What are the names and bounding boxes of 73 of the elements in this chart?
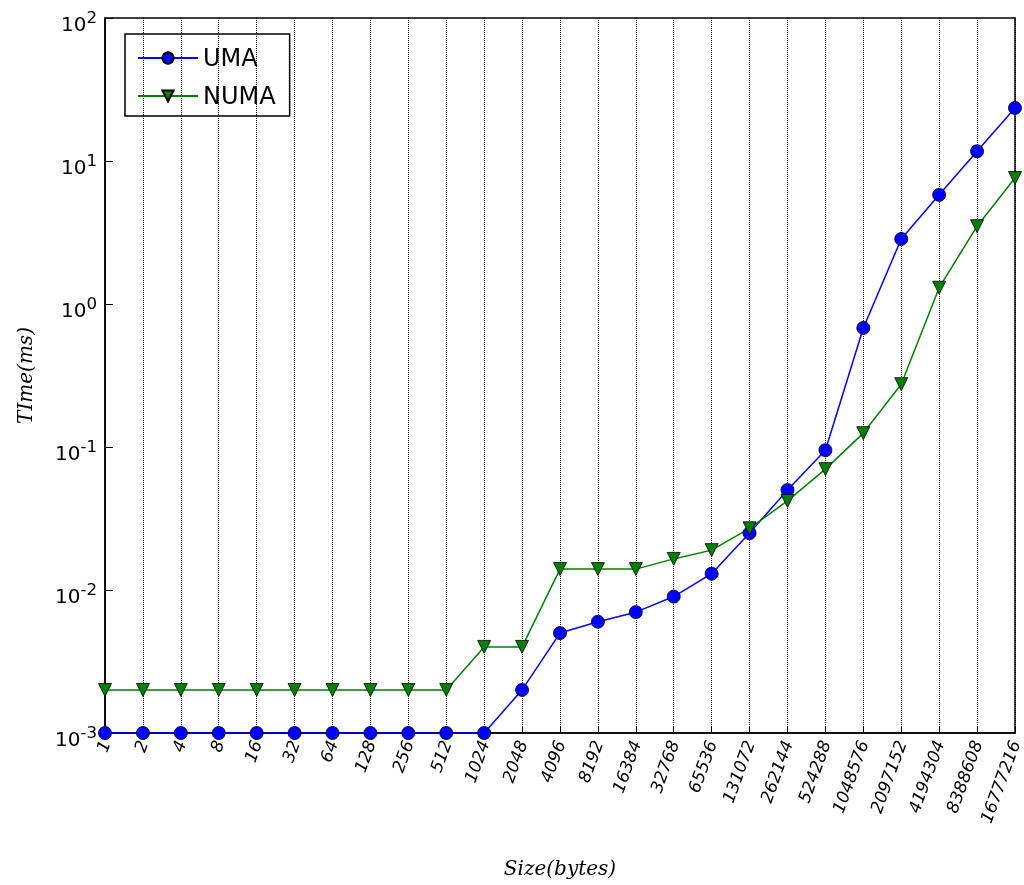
point <box>970 219 984 234</box>
x-tick-label: 32768 <box>645 737 684 796</box>
point <box>325 726 340 740</box>
x-tick-label: 16 <box>239 737 267 765</box>
point <box>856 321 871 335</box>
x-tick-label: 64 <box>315 737 342 765</box>
point <box>363 726 378 740</box>
y-axis-title: TIme(ms) <box>13 327 37 424</box>
point <box>136 726 150 740</box>
point <box>98 726 112 740</box>
x-tick-label: 8192 <box>573 737 608 786</box>
point <box>932 187 947 202</box>
point <box>363 683 378 697</box>
x-tick-label: 2048 <box>497 737 532 786</box>
point <box>894 377 909 392</box>
point <box>98 683 112 697</box>
point <box>780 493 795 508</box>
point <box>704 543 719 558</box>
point <box>970 144 984 159</box>
y-tick-label: 10$^{2}$ <box>60 7 97 37</box>
y-tick-label: 10$^{-1}$ <box>54 436 97 466</box>
y-tick-label: 10$^{0}$ <box>60 293 97 323</box>
legend-label: UMA <box>203 44 259 72</box>
point <box>1008 171 1022 185</box>
point <box>401 726 416 740</box>
point <box>856 426 871 441</box>
point <box>249 683 264 697</box>
point <box>477 726 492 740</box>
point <box>591 614 605 629</box>
x-axis-title: Size(bytes) <box>503 856 617 880</box>
point <box>173 683 188 697</box>
x-tick-label: 65536 <box>683 737 722 796</box>
x-tick-label: 8 <box>205 737 229 755</box>
point <box>211 726 226 740</box>
point <box>287 683 302 697</box>
point <box>591 562 605 576</box>
point <box>439 726 454 740</box>
point <box>894 232 909 246</box>
point <box>553 626 567 640</box>
point <box>136 683 150 697</box>
point <box>249 726 264 740</box>
point <box>287 726 302 740</box>
x-tick-label: 4 <box>167 737 191 755</box>
point <box>515 683 529 697</box>
x-tick-label: 1024 <box>459 737 494 786</box>
point <box>211 683 226 697</box>
point <box>439 683 454 697</box>
x-tick-label: 16384 <box>607 737 646 796</box>
point <box>628 605 643 620</box>
x-tick-label: 2 <box>129 737 153 755</box>
y-tick-label: 10$^{1}$ <box>60 150 97 180</box>
point <box>325 683 340 697</box>
x-tick-label: 4096 <box>535 737 570 786</box>
point <box>818 443 833 458</box>
point <box>704 566 719 581</box>
point <box>553 562 567 576</box>
point <box>628 562 643 576</box>
x-tick-label: 128 <box>349 737 380 775</box>
point <box>173 726 188 740</box>
point <box>742 521 757 536</box>
point <box>666 589 681 604</box>
point <box>666 552 681 566</box>
point <box>477 640 492 654</box>
x-tick-label: 512 <box>425 737 456 775</box>
point <box>1008 101 1022 115</box>
y-tick-label: 10$^{-2}$ <box>54 579 97 609</box>
x-tick-label: 32 <box>277 737 304 765</box>
point <box>932 280 947 295</box>
point <box>818 462 833 477</box>
point <box>401 683 416 697</box>
point <box>515 640 529 654</box>
x-tick-label: 256 <box>387 737 418 775</box>
legend-label: NUMA <box>203 82 277 110</box>
